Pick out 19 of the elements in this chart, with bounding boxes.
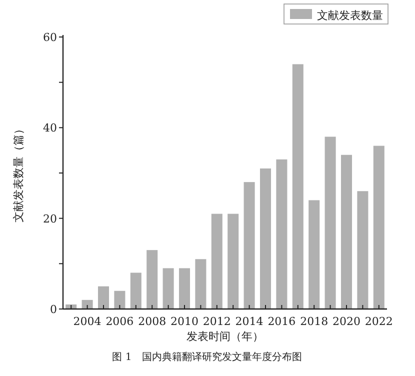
y-tick-label: 60 xyxy=(43,31,57,44)
legend: 文献发表数量 xyxy=(284,4,388,24)
caption: 图 1 国内典籍翻译研究发文量年度分布图 xyxy=(112,351,302,363)
x-tick-label: 2014 xyxy=(235,315,264,328)
x-tick-label: 2022 xyxy=(364,315,393,328)
legend-label: 文献发表数量 xyxy=(317,9,383,22)
x-tick-label: 2016 xyxy=(268,315,296,328)
y-axis-title: 文献发表数量（篇） xyxy=(12,124,25,222)
x-tick-label: 2020 xyxy=(332,315,360,328)
y-tick-label: 0 xyxy=(50,303,57,316)
y-tick-label: 40 xyxy=(43,122,57,135)
x-axis-title: 发表时间（年） xyxy=(186,330,264,343)
x-tick-label: 2006 xyxy=(106,315,134,328)
x-tick-label: 2018 xyxy=(300,315,328,328)
x-tick-label: 2004 xyxy=(73,315,102,328)
y-tick-label: 20 xyxy=(43,212,57,226)
x-tick-label: 2008 xyxy=(138,315,166,328)
x-tick-label: 2012 xyxy=(202,315,231,328)
x-tick-label: 2010 xyxy=(170,315,198,328)
